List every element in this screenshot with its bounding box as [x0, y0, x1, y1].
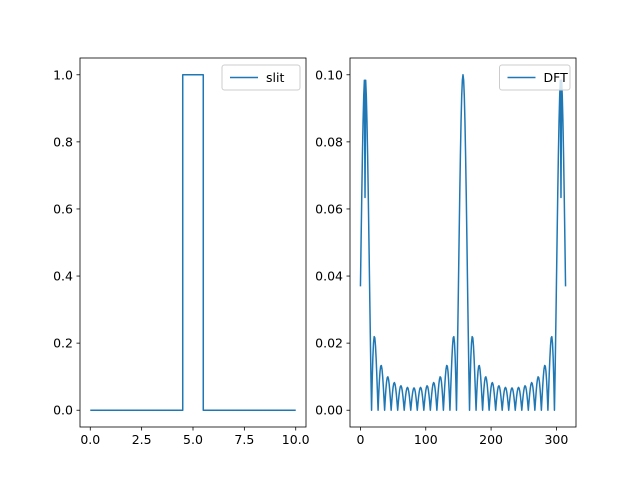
x-tick-label: 5.0 — [183, 432, 203, 447]
series-line-dft — [359, 74, 567, 411]
x-tick-label: 300 — [544, 432, 568, 447]
y-tick-label: 0.8 — [53, 134, 73, 149]
right-axes-dft: 0 100 200 300 0.00 0.02 0.04 0.06 0.08 0.10 DFT — [315, 57, 577, 447]
x-tick-label: 7.5 — [234, 432, 254, 447]
y-tick-label: 0.0 — [53, 403, 73, 418]
x-tick-label: 0.0 — [80, 432, 100, 447]
y-tick-label: 0.02 — [315, 336, 343, 351]
y-tick-label: 0.4 — [53, 269, 73, 284]
legend-label-dft: DFT — [544, 70, 569, 85]
x-tick-label: 10.0 — [282, 432, 310, 447]
legend-box — [221, 64, 301, 91]
x-tick-label: 2.5 — [132, 432, 152, 447]
y-tick-label: 0.10 — [315, 67, 343, 82]
x-tick-label: 100 — [414, 432, 438, 447]
series-line-slit — [90, 74, 296, 411]
y-tick-label: 0.04 — [315, 269, 343, 284]
y-tick-label: 0.00 — [315, 403, 343, 418]
y-tick-label: 0.2 — [53, 336, 73, 351]
legend-label-slit: slit — [266, 70, 284, 85]
x-tick-label: 200 — [479, 432, 503, 447]
y-tick-label: 1.0 — [53, 67, 73, 82]
y-tick-label: 0.6 — [53, 201, 73, 216]
x-tick-label: 0 — [356, 432, 364, 447]
axes-frame — [349, 57, 577, 428]
y-tick-label: 0.06 — [315, 201, 343, 216]
left-axes-slit: 0.0 2.5 5.0 7.5 10.0 0.0 0.2 0.4 0.6 0.8 1.0 slit — [53, 57, 310, 447]
y-tick-label: 0.08 — [315, 134, 343, 149]
